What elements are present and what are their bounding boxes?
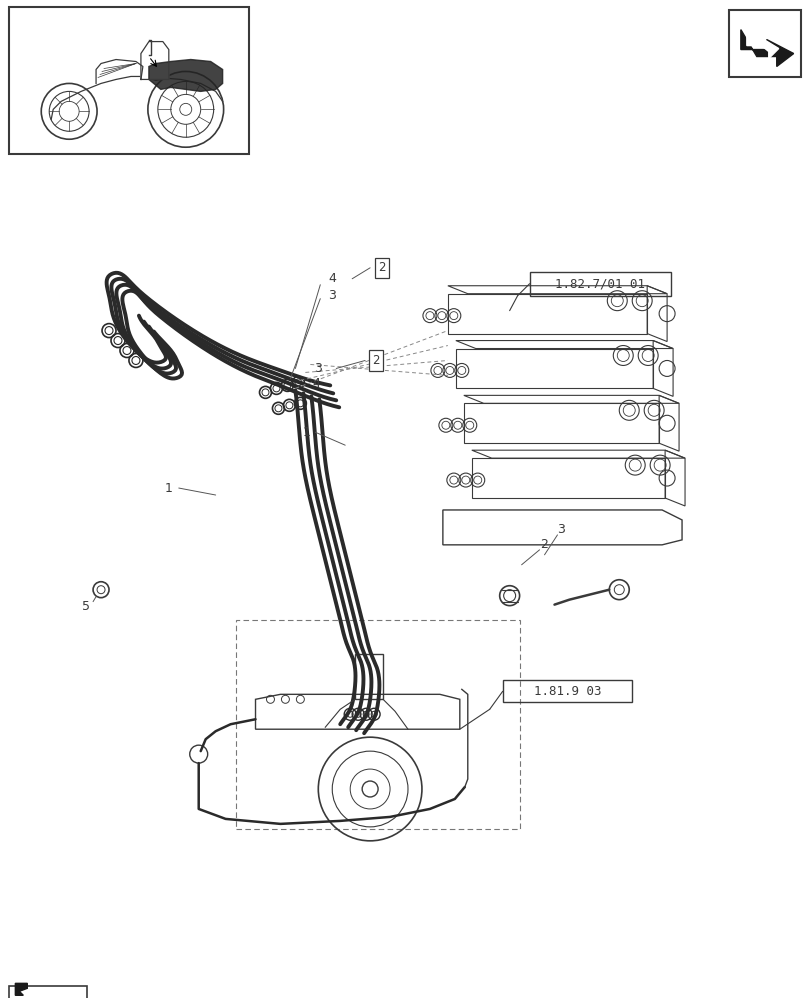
Polygon shape xyxy=(141,42,169,79)
Bar xyxy=(10,7,248,154)
Text: 2: 2 xyxy=(372,354,380,367)
Polygon shape xyxy=(746,34,778,59)
Bar xyxy=(10,986,87,1000)
Text: 1: 1 xyxy=(165,482,173,495)
Text: 1: 1 xyxy=(302,426,310,439)
Text: 3: 3 xyxy=(328,289,336,302)
Text: 3: 3 xyxy=(314,362,322,375)
Text: 2: 2 xyxy=(378,261,385,274)
Bar xyxy=(728,10,800,77)
Bar xyxy=(354,654,383,699)
Text: 5: 5 xyxy=(82,600,90,613)
Text: 1.81.9 03: 1.81.9 03 xyxy=(533,685,600,698)
Bar xyxy=(502,680,632,702)
Text: 3: 3 xyxy=(557,523,564,536)
Bar xyxy=(529,272,670,296)
Polygon shape xyxy=(148,60,222,91)
Text: 4: 4 xyxy=(312,377,320,390)
Text: 1.82.7/01 01: 1.82.7/01 01 xyxy=(555,277,645,290)
Polygon shape xyxy=(15,983,28,995)
Text: 4: 4 xyxy=(328,272,336,285)
Bar xyxy=(235,620,519,829)
Polygon shape xyxy=(740,30,792,66)
Text: 2: 2 xyxy=(540,538,547,551)
